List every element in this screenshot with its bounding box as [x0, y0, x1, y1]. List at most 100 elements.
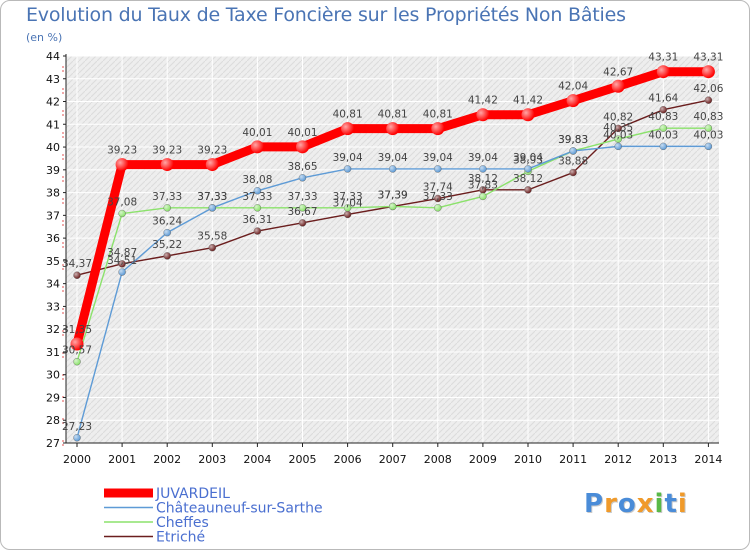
data-point-highlight [704, 124, 712, 132]
data-point-highlight [566, 94, 580, 108]
data-label: 40,35 [603, 122, 633, 134]
x-tick-label: 2009 [469, 453, 497, 466]
data-point-highlight [299, 174, 306, 182]
data-point-highlight [389, 202, 397, 210]
data-label: 36,24 [152, 216, 182, 228]
data-label: 39,83 [558, 134, 588, 146]
series-layer [70, 65, 715, 442]
x-tick-label: 2002 [153, 453, 181, 466]
data-label: 42,04 [558, 81, 588, 93]
data-point-highlight [253, 227, 261, 235]
data-point-highlight [704, 142, 712, 150]
y-tick-label: 32 [46, 323, 60, 336]
data-point-highlight [208, 204, 216, 212]
data-point-highlight [344, 210, 352, 218]
y-tick-label: 41 [46, 118, 60, 131]
logo-letter: x [636, 489, 655, 519]
data-label: 40,83 [693, 111, 723, 123]
logo-letter: t [664, 489, 678, 519]
y-tick-label: 30 [46, 369, 60, 382]
x-tick-label: 2014 [694, 453, 722, 466]
grid-lines [66, 55, 719, 444]
data-point-highlight [160, 158, 174, 172]
x-tick-label: 2003 [198, 453, 226, 466]
data-point-highlight [569, 169, 577, 177]
data-point-highlight [389, 165, 397, 173]
data-label: 40,03 [648, 129, 678, 141]
data-label: 27,23 [62, 421, 92, 433]
data-label: 40,03 [603, 129, 633, 141]
data-point-highlight [163, 204, 171, 212]
logo-letter: i [654, 489, 665, 519]
data-label: 37,74 [423, 182, 453, 194]
data-label: 36,67 [287, 206, 317, 218]
data-label: 37,39 [378, 189, 408, 201]
data-point-highlight [118, 268, 126, 276]
x-tick-label: 2000 [63, 453, 91, 466]
x-tick-label: 2004 [243, 453, 271, 466]
data-point-highlight [208, 244, 216, 252]
data-point-highlight [659, 142, 667, 150]
data-point-highlight [253, 204, 261, 212]
y-tick-label: 37 [46, 209, 60, 222]
data-label: 37,83 [468, 179, 498, 191]
proxiti-logo: Proxiti [584, 489, 688, 519]
data-label: 43,31 [648, 52, 678, 64]
data-label: 40,82 [603, 111, 633, 123]
data-label: 34,87 [107, 247, 137, 259]
data-label: 39,04 [468, 152, 498, 164]
logo-letter: r [604, 489, 618, 519]
data-point-highlight [701, 65, 715, 79]
data-label: 40,01 [242, 127, 272, 139]
data-label: 40,81 [333, 109, 363, 121]
x-tick-label: 2001 [108, 453, 136, 466]
x-tick-label: 2013 [649, 453, 677, 466]
legend-label: Châteauneuf-sur-Sarthe [156, 501, 323, 517]
data-point-highlight [344, 165, 352, 173]
y-tick-label: 39 [46, 164, 60, 177]
data-label: 37,33 [242, 191, 272, 203]
data-point-highlight [115, 158, 129, 172]
data-label: 39,04 [423, 152, 453, 164]
data-point-highlight [205, 158, 219, 172]
data-point-highlight [524, 165, 532, 173]
x-tick-label: 2011 [559, 453, 587, 466]
logo-letter: P [584, 489, 605, 519]
data-point-highlight [341, 122, 355, 136]
y-tick-label: 38 [46, 187, 60, 200]
data-point-highlight [479, 192, 487, 200]
data-label: 38,08 [242, 174, 272, 186]
data-point-highlight [431, 122, 445, 136]
data-point-highlight [73, 434, 81, 442]
data-point-highlight [479, 165, 487, 173]
data-point-highlight [253, 187, 261, 195]
data-point-highlight [73, 358, 81, 366]
data-label: 39,23 [197, 145, 227, 157]
y-tick-label: 34 [46, 278, 60, 291]
data-label: 37,04 [333, 197, 363, 209]
data-label: 37,33 [197, 191, 227, 203]
data-label: 41,42 [468, 95, 498, 107]
y-tick-label: 35 [46, 255, 60, 268]
x-tick-label: 2010 [514, 453, 542, 466]
data-label: 40,03 [693, 129, 723, 141]
data-label: 37,33 [333, 191, 363, 203]
data-point-highlight [70, 337, 84, 351]
data-point-highlight [434, 195, 442, 203]
data-label: 35,58 [197, 231, 227, 243]
data-label: 41,42 [513, 95, 543, 107]
data-point-highlight [250, 140, 264, 154]
data-point-highlight [476, 108, 490, 122]
data-label: 40,81 [423, 109, 453, 121]
data-label: 37,33 [152, 191, 182, 203]
y-axis-ticks: 27 28 29 30 31 32 33 34 35 36 37 38 39 40 41 42 43 44 [46, 50, 66, 450]
data-labels: 34,37 34,87 35,22 35,58 36,31 36,67 37,04 37,39… [62, 52, 724, 433]
y-tick-label: 29 [46, 391, 60, 404]
data-label: 34,37 [62, 258, 92, 270]
data-label: 39,04 [513, 152, 543, 164]
data-point-highlight [118, 210, 126, 218]
data-label: 36,31 [242, 214, 272, 226]
data-label: 37,39 [378, 189, 408, 201]
data-label: 38,93 [513, 154, 543, 166]
data-label: 37,33 [197, 191, 227, 203]
